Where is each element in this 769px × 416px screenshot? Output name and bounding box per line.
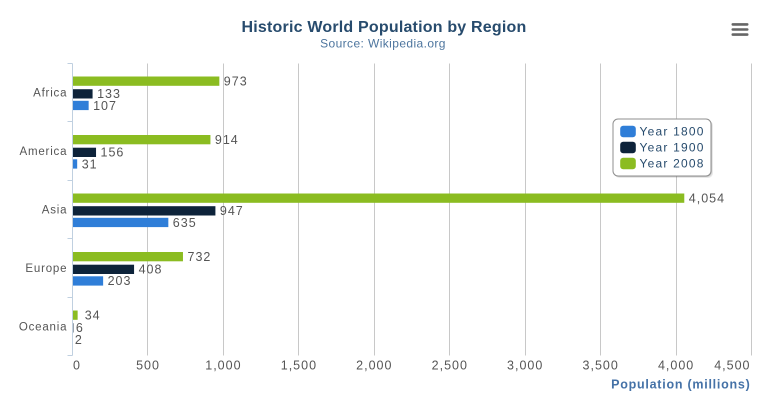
svg-text:Africa: Africa <box>33 87 67 99</box>
svg-text:133: 133 <box>97 87 121 101</box>
svg-text:0: 0 <box>73 359 81 373</box>
svg-text:947: 947 <box>220 204 244 218</box>
svg-text:6: 6 <box>76 321 84 335</box>
svg-text:156: 156 <box>101 146 125 160</box>
svg-text:4,500: 4,500 <box>714 359 750 373</box>
svg-text:732: 732 <box>188 250 212 264</box>
svg-text:3,000: 3,000 <box>507 359 543 373</box>
svg-text:Year 1900: Year 1900 <box>640 141 705 155</box>
svg-text:3,500: 3,500 <box>583 359 619 373</box>
svg-text:914: 914 <box>215 133 239 147</box>
svg-text:Year 1800: Year 1800 <box>640 125 705 139</box>
svg-text:2,000: 2,000 <box>356 359 392 373</box>
svg-text:America: America <box>20 146 68 158</box>
svg-text:107: 107 <box>93 99 117 113</box>
svg-text:34: 34 <box>85 308 101 322</box>
svg-text:Source: Wikipedia.org: Source: Wikipedia.org <box>320 37 446 51</box>
svg-text:500: 500 <box>136 359 160 373</box>
svg-text:Europe: Europe <box>25 263 67 275</box>
svg-text:635: 635 <box>173 216 197 230</box>
svg-text:4,000: 4,000 <box>658 359 694 373</box>
svg-text:203: 203 <box>108 274 132 288</box>
svg-text:2: 2 <box>75 333 83 347</box>
svg-text:4,054: 4,054 <box>689 192 725 206</box>
svg-text:1,000: 1,000 <box>205 359 241 373</box>
svg-text:31: 31 <box>82 157 98 171</box>
svg-text:2,500: 2,500 <box>432 359 468 373</box>
svg-text:Asia: Asia <box>42 204 68 216</box>
svg-text:Historic World Population by R: Historic World Population by Region <box>242 19 527 36</box>
svg-text:Population (millions): Population (millions) <box>611 378 750 392</box>
svg-text:408: 408 <box>139 263 163 277</box>
svg-text:Year 2008: Year 2008 <box>640 157 705 171</box>
svg-text:973: 973 <box>224 75 248 89</box>
svg-text:1,500: 1,500 <box>281 359 317 373</box>
svg-text:Oceania: Oceania <box>19 321 67 333</box>
